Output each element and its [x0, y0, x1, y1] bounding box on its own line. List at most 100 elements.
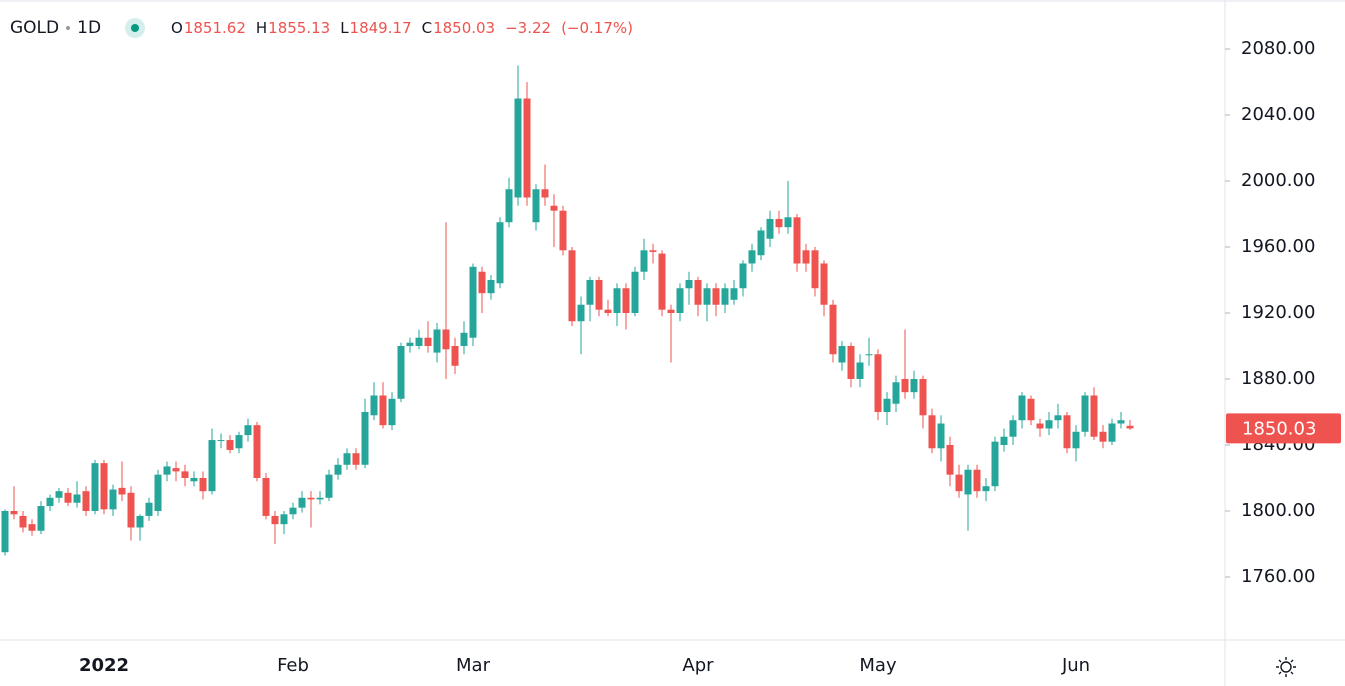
candle-body: [973, 469, 981, 492]
candle-body: [1045, 420, 1053, 429]
candle-body: [721, 288, 729, 305]
candle-body: [703, 288, 711, 305]
candle-body: [523, 98, 531, 198]
separator: [66, 26, 71, 30]
candle-body: [334, 464, 342, 475]
candle-body: [1108, 423, 1116, 442]
candle-body: [1027, 398, 1035, 421]
candle-body: [829, 304, 837, 355]
candle-body: [865, 354, 873, 356]
y-tick-label: 1760.00: [1241, 566, 1315, 587]
candle-body: [514, 98, 522, 198]
candle-body: [55, 491, 63, 498]
y-tick-label: 2040.00: [1241, 104, 1315, 125]
candle-body: [1000, 436, 1008, 445]
open-label: O: [171, 19, 183, 37]
candle-body: [1036, 423, 1044, 429]
x-tick-label: May: [859, 655, 897, 676]
candle-body: [172, 468, 180, 472]
legend-header: GOLD 1D O 1851.62 H 1855.13 L 1849.17 C 1850…: [10, 16, 643, 40]
candle-body: [127, 492, 135, 528]
interval[interactable]: 1D: [77, 18, 102, 38]
candle-body: [550, 205, 558, 211]
y-tick-label: 1800.00: [1241, 500, 1315, 521]
y-tick-label: 1960.00: [1241, 236, 1315, 257]
candle-body: [595, 279, 603, 310]
x-tick-label: Mar: [456, 655, 491, 676]
candle-body: [955, 474, 963, 492]
candle-body: [289, 507, 297, 515]
change-percent: (−0.17%): [561, 19, 633, 37]
candle-body: [109, 489, 117, 510]
candle-body: [802, 250, 810, 264]
candle-body: [748, 250, 756, 264]
candle-body: [307, 497, 315, 500]
candle-body: [388, 398, 396, 426]
last-price-label: 1850.03: [1242, 418, 1316, 439]
candle-body: [262, 477, 270, 516]
candle-body: [460, 332, 468, 346]
candle-body: [406, 342, 414, 346]
candle-body: [154, 474, 162, 511]
change: −3.22: [505, 19, 552, 37]
y-tick-label: 2080.00: [1241, 38, 1315, 59]
candle-body: [937, 423, 945, 449]
candle-body: [964, 469, 972, 495]
candle-body: [532, 189, 540, 223]
candle-body: [856, 362, 864, 379]
candle-body: [640, 250, 648, 272]
candle-body: [352, 453, 360, 465]
settings-icon[interactable]: [1276, 657, 1296, 677]
close-value: 1850.03: [433, 19, 496, 37]
candle-body: [451, 345, 459, 366]
high-label: H: [255, 19, 268, 37]
candle-body: [568, 250, 576, 322]
candle-body: [631, 271, 639, 313]
candle-body: [1063, 415, 1071, 449]
candle-body: [433, 329, 441, 353]
symbol[interactable]: GOLD: [10, 18, 60, 38]
candle-body: [604, 309, 612, 313]
candle-body: [1009, 420, 1017, 437]
candle-body: [235, 435, 243, 449]
candle-body: [298, 497, 306, 508]
y-tick-label: 1920.00: [1241, 302, 1315, 323]
x-tick-label: Jun: [1061, 655, 1090, 676]
status-dot: [131, 24, 140, 32]
candle-body: [793, 217, 801, 264]
candle-body: [217, 440, 225, 442]
settings-icon-rays: [1276, 657, 1296, 677]
candle-body: [163, 466, 171, 475]
candle-body: [757, 230, 765, 256]
candle-body: [46, 497, 54, 507]
candle-body: [496, 222, 504, 284]
candle-body: [613, 288, 621, 313]
candle-body: [226, 440, 234, 450]
low-label: L: [340, 19, 349, 37]
candle-body: [37, 506, 45, 531]
status-indicator: [125, 18, 146, 38]
open-value: 1851.62: [183, 19, 246, 37]
low-value: 1849.17: [349, 19, 412, 37]
candle-body: [28, 524, 36, 531]
candle-body: [487, 279, 495, 294]
candle-body: [361, 411, 369, 465]
candle-body: [442, 329, 450, 350]
candle-body: [1018, 395, 1026, 421]
candle-body: [685, 279, 693, 289]
candle-body: [19, 515, 27, 528]
candle-body: [910, 378, 918, 393]
candle-body: [1, 510, 9, 553]
x-tick-label: 2022: [79, 655, 129, 676]
candle-body: [82, 491, 90, 511]
candle-body: [190, 477, 198, 482]
settings-icon-core: [1280, 661, 1292, 673]
candle-body: [730, 288, 738, 300]
candle-body: [676, 288, 684, 313]
candle-body: [100, 463, 108, 510]
candle-body: [244, 425, 252, 436]
candle-body: [559, 210, 567, 251]
candle-body: [982, 486, 990, 492]
candle-body: [478, 271, 486, 294]
candle-body: [901, 378, 909, 393]
